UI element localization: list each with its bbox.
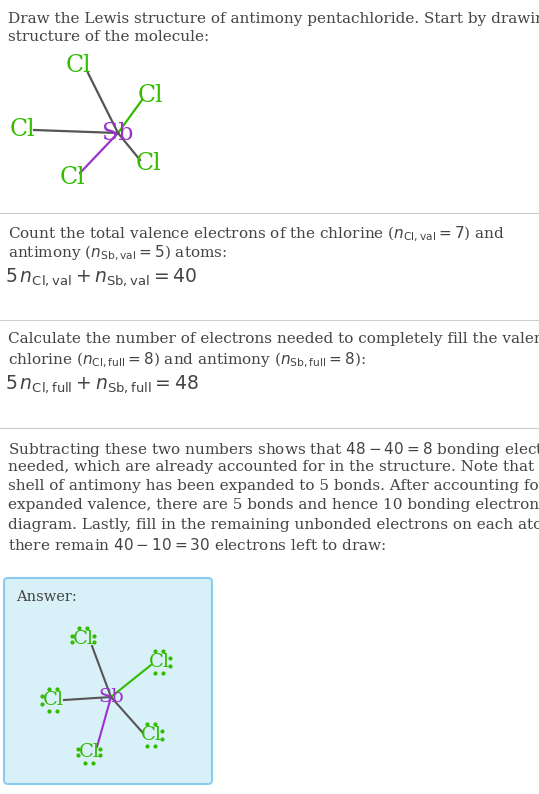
Text: Cl: Cl <box>137 83 163 106</box>
Text: Cl: Cl <box>65 53 91 76</box>
Text: diagram. Lastly, fill in the remaining unbonded electrons on each atom. In total: diagram. Lastly, fill in the remaining u… <box>8 518 539 532</box>
Text: expanded valence, there are 5 bonds and hence 10 bonding electrons in the: expanded valence, there are 5 bonds and … <box>8 499 539 512</box>
Text: Cl: Cl <box>141 726 162 744</box>
Text: Sb: Sb <box>102 121 134 145</box>
FancyBboxPatch shape <box>4 578 212 784</box>
Text: Cl: Cl <box>79 743 100 761</box>
Text: shell of antimony has been expanded to 5 bonds. After accounting for the: shell of antimony has been expanded to 5… <box>8 479 539 493</box>
Text: Calculate the number of electrons needed to completely fill the valence shells f: Calculate the number of electrons needed… <box>8 332 539 346</box>
Text: Cl: Cl <box>135 152 161 175</box>
Text: Count the total valence electrons of the chlorine ($n_{\mathrm{Cl,val}} = 7$) an: Count the total valence electrons of the… <box>8 225 505 245</box>
Text: needed, which are already accounted for in the structure. Note that the valence: needed, which are already accounted for … <box>8 460 539 473</box>
Text: Cl: Cl <box>59 167 85 190</box>
Text: Sb: Sb <box>98 688 124 706</box>
Text: Draw the Lewis structure of antimony pentachloride. Start by drawing the overall: Draw the Lewis structure of antimony pen… <box>8 12 539 26</box>
Text: Cl: Cl <box>43 691 64 709</box>
Text: there remain $40 - 10 = 30$ electrons left to draw:: there remain $40 - 10 = 30$ electrons le… <box>8 538 386 553</box>
Text: Subtracting these two numbers shows that $48 - 40 = 8$ bonding electrons are: Subtracting these two numbers shows that… <box>8 440 539 459</box>
Text: chlorine ($n_{\mathrm{Cl,full}} = 8$) and antimony ($n_{\mathrm{Sb,full}} = 8$):: chlorine ($n_{\mathrm{Cl,full}} = 8$) an… <box>8 351 366 370</box>
Text: structure of the molecule:: structure of the molecule: <box>8 30 209 44</box>
Text: Cl: Cl <box>72 630 94 648</box>
Text: $5\,n_{\mathrm{Cl,val}} + n_{\mathrm{Sb,val}} = 40$: $5\,n_{\mathrm{Cl,val}} + n_{\mathrm{Sb,… <box>5 266 197 288</box>
Text: $5\,n_{\mathrm{Cl,full}} + n_{\mathrm{Sb,full}} = 48$: $5\,n_{\mathrm{Cl,full}} + n_{\mathrm{Sb… <box>5 373 199 395</box>
Text: antimony ($n_{\mathrm{Sb,val}} = 5$) atoms:: antimony ($n_{\mathrm{Sb,val}} = 5$) ato… <box>8 244 227 264</box>
Text: Cl: Cl <box>148 653 170 671</box>
Text: Cl: Cl <box>9 118 35 141</box>
Text: Answer:: Answer: <box>16 590 77 604</box>
